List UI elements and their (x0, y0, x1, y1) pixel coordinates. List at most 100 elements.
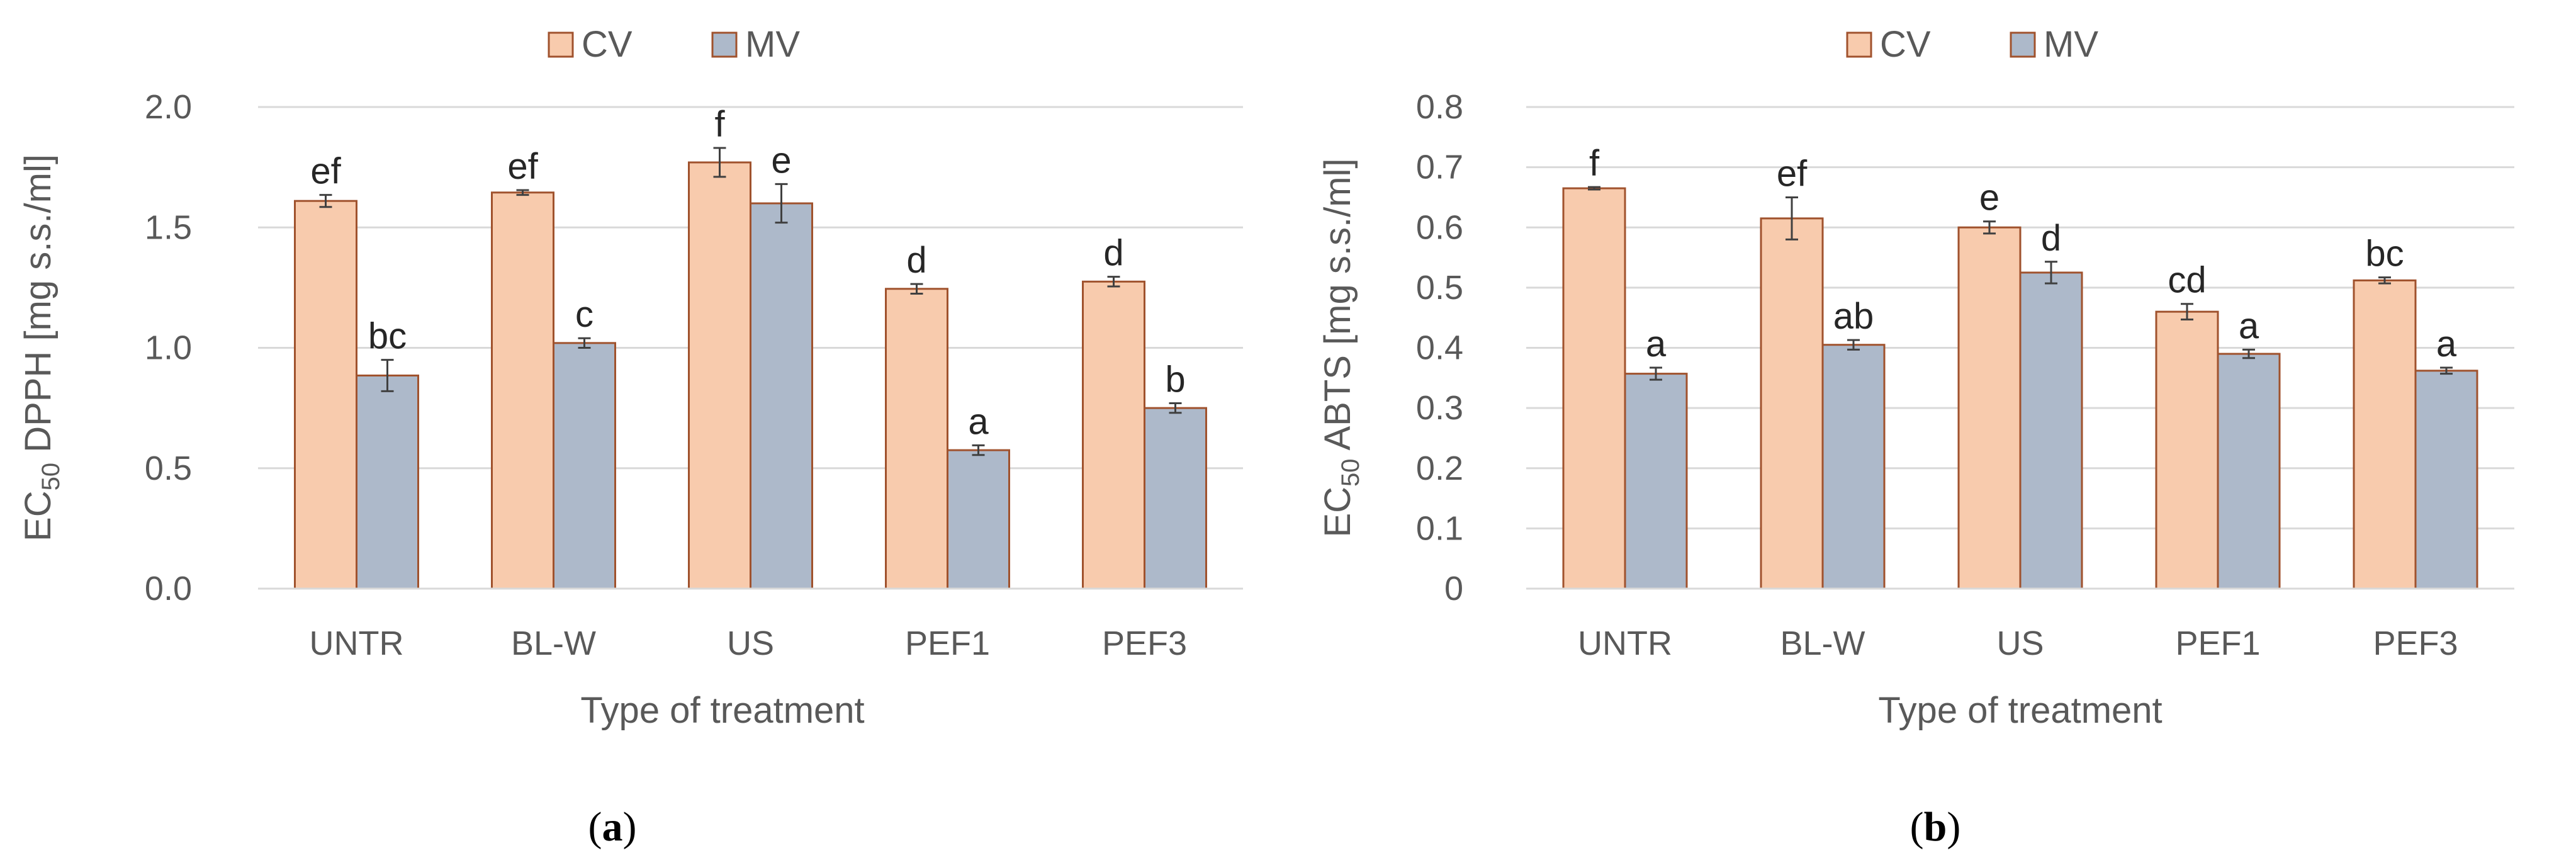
error-bar (2440, 366, 2453, 375)
bar-mv-untr (1624, 373, 1688, 590)
bar-cv-bl-w (491, 191, 554, 590)
error-bar (972, 444, 985, 456)
significance-letter: c (575, 294, 593, 335)
y-axis-title: EC50 ABTS [mg s.s./ml] (1317, 158, 1364, 537)
bar-cv-us (1957, 226, 2022, 590)
x-tick-label: US (727, 625, 774, 662)
bar-mv-untr (356, 374, 419, 590)
chart-panel-a: 0.0 0.5 1.0 1.5 2.0 ef bc UNTR ef c BL-W f e US d a PEF1… (18, 24, 1243, 850)
error-bar (381, 359, 394, 392)
panel-caption: (a) (588, 804, 637, 850)
error-bar (1847, 339, 1860, 351)
bar-cv-pef1 (885, 288, 948, 590)
bar-cv-pef1 (2155, 310, 2219, 590)
bar-mv-pef1 (2217, 353, 2281, 590)
significance-letter: d (2041, 218, 2061, 259)
y-axis-title: EC50 DPPH [mg s.s./ml] (18, 154, 65, 541)
y-tick-label: 0.2 (1416, 449, 1463, 487)
bar-cv-untr (294, 200, 357, 590)
legend-swatch-cv (548, 31, 574, 58)
chart-panel-b: 00.10.20.30.40.50.60.70.8faUNTRefabBL-We… (1317, 24, 2514, 850)
significance-letter: b (1165, 359, 1185, 400)
significance-letter: d (906, 240, 926, 281)
x-axis-title: Type of treatment (580, 690, 864, 731)
error-bar (713, 147, 726, 178)
significance-letter: cd (2168, 260, 2206, 301)
y-tick-label: 0.6 (1416, 208, 1463, 246)
error-bar (1588, 186, 1600, 191)
error-bar (2378, 276, 2391, 285)
significance-letter: ef (310, 151, 341, 192)
y-axis-title-suffix: ABTS [mg s.s./ml] (1317, 158, 1358, 458)
y-tick-label: 0.8 (1416, 88, 1463, 126)
error-bar (1169, 402, 1182, 414)
significance-letter: d (1103, 233, 1123, 274)
error-bar (2181, 303, 2193, 321)
significance-letter: a (2239, 305, 2259, 346)
panel-caption: (b) (1910, 804, 1961, 850)
y-axis-title-subscript: 50 (37, 463, 65, 491)
y-tick-label: 2.0 (145, 88, 192, 126)
caption-close-paren: ) (1947, 804, 1960, 850)
y-axis-title-subscript: 50 (1337, 458, 1364, 487)
y-tick-label: 1.0 (145, 329, 192, 367)
significance-letter: f (1589, 143, 1600, 184)
error-bar (1983, 220, 1996, 235)
y-tick-label: 0.4 (1416, 329, 1463, 367)
significance-letter: e (771, 140, 791, 181)
y-axis-title-suffix: DPPH [mg s.s./ml] (18, 154, 59, 463)
error-bar (775, 183, 788, 224)
significance-letter: bc (368, 316, 407, 357)
y-tick-label: 0.0 (145, 570, 192, 608)
x-tick-label: BL-W (511, 625, 596, 662)
bar-mv-bl-w (553, 342, 616, 590)
legend: CV MV (1846, 24, 2098, 65)
x-tick-label: BL-W (1780, 625, 1865, 662)
x-tick-label: PEF3 (2373, 625, 2458, 662)
caption-close-paren: ) (623, 804, 637, 850)
significance-letter: e (1979, 178, 1999, 218)
y-tick-label: 0.5 (1416, 269, 1463, 307)
y-tick-label: 0.3 (1416, 389, 1463, 427)
x-tick-label: US (1996, 625, 2044, 662)
x-tick-label: PEF1 (905, 625, 990, 662)
bar-cv-untr (1562, 187, 1626, 590)
y-tick-label: 1.5 (145, 208, 192, 246)
x-tick-label: UNTR (1578, 625, 1672, 662)
bar-cv-pef3 (1082, 280, 1145, 590)
bar-cv-bl-w (1760, 217, 1824, 590)
error-bar (2242, 348, 2255, 359)
error-bar (319, 194, 332, 208)
x-tick-label: PEF3 (1102, 625, 1187, 662)
caption-open-paren: ( (1910, 804, 1924, 850)
error-bar (2045, 261, 2057, 285)
bar-cv-us (688, 161, 751, 590)
caption-letter: b (1924, 804, 1947, 850)
bar-mv-bl-w (1821, 344, 1886, 590)
x-axis-title: Type of treatment (1878, 690, 2162, 731)
bar-mv-us (2019, 271, 2083, 590)
legend-label-cv: CV (582, 24, 633, 65)
caption-open-paren: ( (588, 804, 602, 850)
significance-letter: bc (2365, 234, 2404, 274)
bar-mv-pef1 (947, 449, 1010, 590)
x-tick-label: PEF1 (2175, 625, 2260, 662)
bar-mv-us (750, 202, 813, 590)
error-bar (1107, 276, 1120, 288)
legend: CV MV (548, 24, 800, 65)
error-bar (910, 283, 923, 295)
significance-letter: f (714, 104, 725, 145)
legend-swatch-mv (711, 31, 738, 58)
caption-letter: a (602, 804, 623, 850)
error-bar (516, 189, 529, 196)
y-axis-title-prefix: EC (18, 490, 59, 541)
y-tick-label: 0.7 (1416, 149, 1463, 186)
legend-label-cv: CV (1880, 24, 1931, 65)
significance-letter: ef (1777, 153, 1808, 194)
bar-cv-pef3 (2353, 279, 2417, 590)
legend-label-mv: MV (745, 24, 800, 65)
y-tick-label: 0 (1444, 570, 1463, 608)
y-tick-label: 0.1 (1416, 509, 1463, 547)
bar-mv-pef3 (2414, 370, 2478, 590)
